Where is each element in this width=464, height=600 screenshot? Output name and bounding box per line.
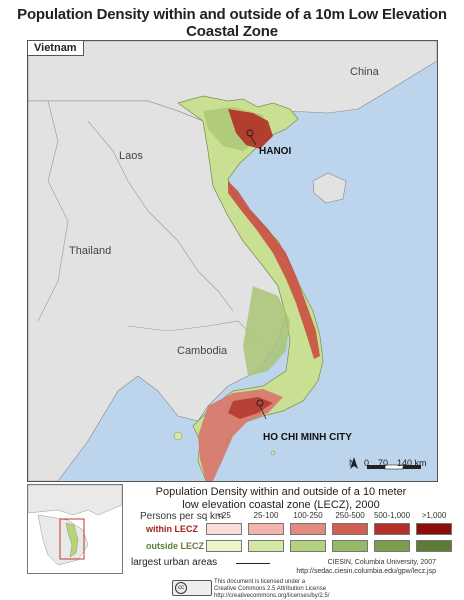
hcmc-leader-line: [259, 405, 267, 420]
legend-within-swatch-4: [332, 523, 368, 535]
legend-title: Population Density within and outside of…: [128, 486, 434, 512]
scale-tick-0: 0: [364, 458, 370, 468]
legend-outside-swatch-4: [332, 540, 368, 552]
scale-bar-seg1: [367, 465, 385, 469]
cc-license-badge-icon[interactable]: cc: [172, 580, 212, 596]
legend-cat-2: 25-100: [253, 511, 279, 520]
legend-outside-swatch-1: [206, 540, 242, 552]
legend-cat-5: 500-1,000: [373, 511, 411, 520]
locator-highlight-box: [59, 518, 85, 560]
credit-block: CIESIN, Columbia University, 2007 http:/…: [270, 558, 436, 576]
label-thailand: Thailand: [69, 245, 112, 257]
mekong-delta-dense: [228, 397, 273, 419]
legend-within-swatch-5: [374, 523, 410, 535]
border-myanmar: [37, 100, 69, 322]
legend-within-swatch-3: [290, 523, 326, 535]
locator-inset-map: [27, 484, 123, 574]
legend-within-label: within LECZ: [146, 524, 198, 534]
landmass-hainan: [312, 172, 347, 204]
scale-tick-140: 140 km: [397, 458, 427, 468]
legend-cat-3: 100-250: [293, 511, 323, 520]
legend-unit-label: Persons per sq km: [140, 511, 224, 522]
license-line3[interactable]: http://creativecommons.org/licenses/by/2…: [214, 593, 330, 599]
border-thailand-cambodia: [127, 320, 259, 342]
central-coast-lecz: [228, 181, 320, 359]
locator-svg: [27, 484, 123, 566]
legend-cat-6: >1,000: [421, 511, 447, 520]
legend-cat-1: <25: [217, 511, 231, 520]
label-laos: Laos: [119, 150, 143, 162]
legend-within-swatch-6: [416, 523, 452, 535]
map-frame[interactable]: [27, 40, 438, 482]
scale-tick-70: 70: [378, 458, 389, 468]
legend-outside-swatch-2: [248, 540, 284, 552]
north-label: N: [349, 458, 356, 468]
legend-urban-line: [236, 563, 270, 564]
urban-hanoi-marker[interactable]: [246, 129, 254, 137]
credit-line1: CIESIN, Columbia University, 2007: [327, 559, 436, 566]
legend-cat-4: 250-500: [335, 511, 365, 520]
border-laos-thailand: [87, 120, 234, 312]
city-label-hanoi: HANOI: [259, 146, 292, 157]
license-line1: This document is licensed under a: [214, 579, 306, 585]
legend-title-line1: Population Density within and outside of…: [155, 486, 407, 498]
legend-outside-swatch-6: [416, 540, 452, 552]
legend-within-swatch-1: [206, 523, 242, 535]
vietnam-highlands-dense: [243, 286, 290, 376]
license-block: This document is licensed under a Creati…: [214, 579, 354, 600]
island-phu-quoc: [173, 431, 183, 441]
map-title: Population Density within and outside of…: [17, 6, 447, 40]
legend-urban-label: largest urban areas: [131, 557, 218, 568]
city-label-hcmc: HO CHI MINH CITY: [263, 432, 352, 443]
scale-bar-seg3: [403, 465, 421, 469]
license-line2: Creative Commons 2.5 Attribution License: [214, 586, 327, 592]
legend-within-swatch-2: [248, 523, 284, 535]
mekong-delta-lecz: [198, 389, 283, 481]
label-china: China: [350, 66, 379, 78]
map-svg: [28, 41, 437, 481]
landmass-laos-thailand-cambodia: [28, 100, 287, 481]
cc-circle-icon: cc: [175, 582, 187, 594]
island-con-dao: [270, 450, 276, 456]
credit-line2[interactable]: http://sedac.ciesin.columbia.edu/gpw/lec…: [296, 568, 436, 575]
legend-title-line2: low elevation coastal zone (LECZ), 2000: [182, 499, 380, 511]
country-tab: Vietnam: [27, 40, 84, 56]
red-river-delta-lecz: [228, 109, 273, 149]
legend-outside-swatch-5: [374, 540, 410, 552]
label-cambodia: Cambodia: [177, 345, 228, 357]
hanoi-leader-line: [249, 134, 257, 146]
legend-outside-label: outside LECZ: [146, 541, 204, 551]
north-arrow-icon: [350, 457, 358, 469]
legend-outside-swatch-3: [290, 540, 326, 552]
